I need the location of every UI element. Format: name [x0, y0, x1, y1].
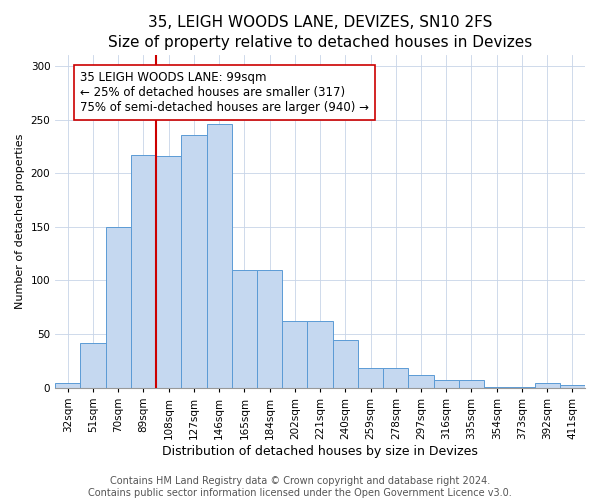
Bar: [409, 375, 434, 388]
Bar: [106, 227, 131, 388]
Bar: [434, 380, 459, 388]
Bar: [232, 270, 257, 388]
Bar: [509, 386, 535, 388]
Title: 35, LEIGH WOODS LANE, DEVIZES, SN10 2FS
Size of property relative to detached ho: 35, LEIGH WOODS LANE, DEVIZES, SN10 2FS …: [108, 15, 532, 50]
Bar: [358, 368, 383, 388]
Text: Contains HM Land Registry data © Crown copyright and database right 2024.
Contai: Contains HM Land Registry data © Crown c…: [88, 476, 512, 498]
Bar: [206, 124, 232, 388]
X-axis label: Distribution of detached houses by size in Devizes: Distribution of detached houses by size …: [162, 444, 478, 458]
Bar: [55, 384, 80, 388]
Bar: [181, 134, 206, 388]
Bar: [257, 270, 282, 388]
Bar: [80, 342, 106, 388]
Bar: [131, 155, 156, 388]
Bar: [560, 384, 585, 388]
Text: 35 LEIGH WOODS LANE: 99sqm
← 25% of detached houses are smaller (317)
75% of sem: 35 LEIGH WOODS LANE: 99sqm ← 25% of deta…: [80, 71, 370, 114]
Y-axis label: Number of detached properties: Number of detached properties: [15, 134, 25, 309]
Bar: [535, 384, 560, 388]
Bar: [383, 368, 409, 388]
Bar: [459, 380, 484, 388]
Bar: [484, 386, 509, 388]
Bar: [282, 322, 307, 388]
Bar: [307, 322, 332, 388]
Bar: [332, 340, 358, 388]
Bar: [156, 156, 181, 388]
